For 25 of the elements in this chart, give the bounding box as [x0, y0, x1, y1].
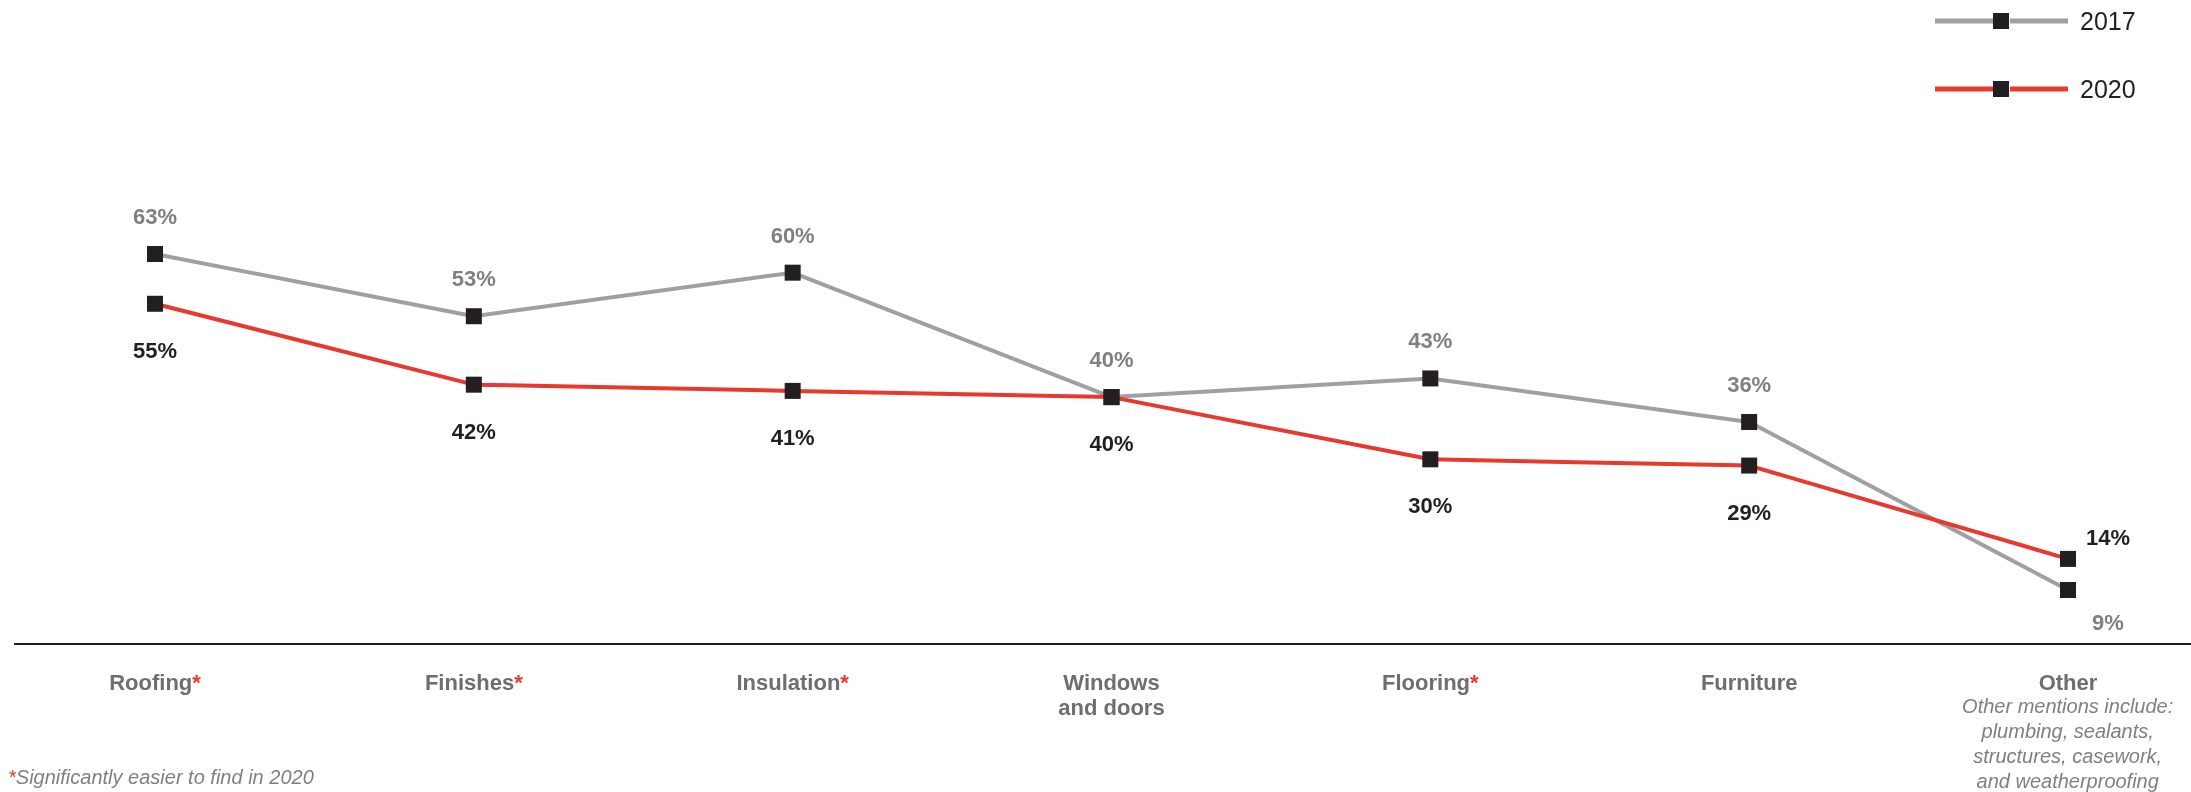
x-tick-label: Furniture — [1700, 670, 1798, 695]
data-label: 14% — [2085, 524, 2131, 550]
data-label: 60% — [770, 222, 815, 248]
text: Other mentions include: plumbing, sealants, structures, casework, and weatherproofing — [1962, 695, 2174, 792]
x-tick-label: Windows and doors — [1058, 670, 1165, 720]
data-label: 55% — [132, 337, 178, 363]
x-tick-label: Insulation* — [736, 670, 850, 695]
data-label: 30% — [1408, 493, 1453, 519]
data-label: 43% — [1408, 328, 1453, 354]
data-label: 9% — [2092, 610, 2124, 635]
x-tick-label: Finishes* — [424, 670, 524, 695]
data-label: 36% — [1727, 372, 1772, 397]
data-label: 42% — [451, 418, 496, 444]
x-tick-label: Flooring* — [1382, 670, 1480, 695]
data-label: 53% — [451, 266, 496, 292]
text: *Significantly easier to find in 2020 — [8, 766, 314, 788]
data-label: 41% — [770, 424, 815, 450]
data-label: 63% — [132, 204, 178, 229]
data-label: 29% — [1727, 499, 1772, 525]
legend-label: 2020 — [2080, 75, 2136, 103]
data-label: 40% — [1089, 347, 1134, 373]
x-tick-label: Roofing* — [109, 670, 202, 695]
data-label: 40% — [1089, 431, 1134, 457]
x-tick-label: Other — [2038, 670, 2098, 695]
legend-label: 2017 — [2080, 7, 2136, 35]
